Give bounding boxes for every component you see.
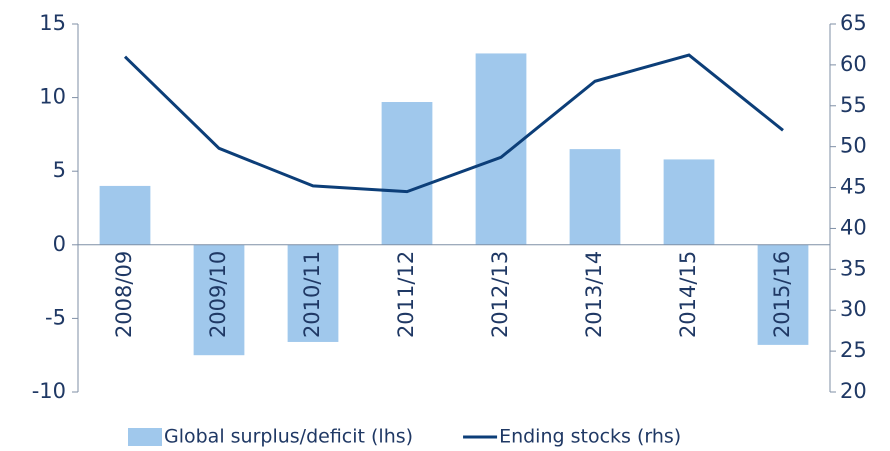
y2-tick-label: 25 bbox=[840, 338, 867, 362]
x-tick-label: 2015/16 bbox=[770, 251, 794, 338]
y2-tick-label: 20 bbox=[840, 379, 867, 403]
legend-label: Global surplus/deficit (lhs) bbox=[164, 426, 413, 448]
x-tick-label: 2012/13 bbox=[488, 251, 512, 338]
y-tick-label: 15 bbox=[39, 11, 66, 35]
y2-tick-label: 55 bbox=[840, 93, 867, 117]
bar bbox=[381, 102, 433, 245]
bar bbox=[193, 244, 245, 356]
y-tick-label: -10 bbox=[32, 379, 66, 403]
y2-tick-label: 45 bbox=[840, 175, 867, 199]
y2-tick-label: 50 bbox=[840, 134, 867, 158]
x-tick-label: 2009/10 bbox=[206, 251, 230, 338]
x-tick-label: 2011/12 bbox=[394, 251, 418, 338]
x-tick-label: 2008/09 bbox=[112, 251, 136, 338]
line bbox=[123, 53, 784, 194]
y-tick-label: 5 bbox=[53, 158, 66, 182]
bar bbox=[475, 53, 527, 245]
y-tick-label: 10 bbox=[39, 85, 66, 109]
x-tick-label: 2010/11 bbox=[300, 251, 324, 338]
bar bbox=[663, 159, 715, 245]
y2-tick-label: 30 bbox=[840, 297, 867, 321]
bar bbox=[757, 244, 809, 345]
y2-tick-label: 65 bbox=[840, 11, 867, 35]
y2-tick-label: 60 bbox=[840, 52, 867, 76]
legend-swatch bbox=[128, 428, 162, 446]
bar bbox=[569, 149, 621, 245]
y2-tick-label: 35 bbox=[840, 256, 867, 280]
bar bbox=[99, 185, 151, 245]
y-tick-label: 0 bbox=[53, 232, 66, 256]
x-tick-label: 2013/14 bbox=[582, 251, 606, 338]
x-tick-label: 2014/15 bbox=[676, 251, 700, 338]
bar bbox=[287, 244, 339, 342]
y-tick-label: -5 bbox=[45, 305, 66, 329]
y2-tick-label: 40 bbox=[840, 215, 867, 239]
legend-label: Ending stocks (rhs) bbox=[499, 426, 681, 448]
